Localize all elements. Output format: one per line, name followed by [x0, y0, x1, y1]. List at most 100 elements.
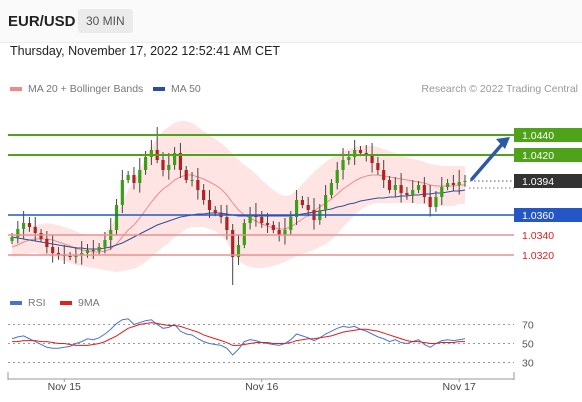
- timestamp: Thursday, November 17, 2022 12:52:41 AM …: [10, 44, 281, 58]
- candle-body: [358, 150, 363, 153]
- symbol-label: EUR/USD: [8, 13, 76, 30]
- candle-body: [39, 233, 43, 239]
- candle-body: [45, 239, 49, 247]
- top-bar: EUR/USD 30 MIN: [0, 0, 582, 43]
- candle-body: [347, 157, 351, 160]
- candle-body: [428, 197, 432, 207]
- candle-body: [196, 180, 200, 190]
- candle-body: [56, 253, 61, 255]
- candle-body: [173, 153, 177, 165]
- candle-body: [445, 183, 450, 187]
- candle-body: [190, 180, 194, 181]
- candle-body: [248, 215, 252, 223]
- candle-body: [16, 229, 20, 237]
- timeframe-button[interactable]: 30 MIN: [78, 9, 133, 33]
- candle-body: [10, 237, 14, 241]
- candle-body: [120, 180, 124, 205]
- forecast-arrow-head: [496, 137, 510, 149]
- candle-body: [353, 150, 357, 157]
- candle-body: [68, 256, 72, 257]
- x-tick-label: Nov 16: [245, 381, 278, 393]
- candle-body: [207, 200, 212, 210]
- candle-body: [399, 185, 403, 193]
- legend-rsi: RSI: [10, 297, 46, 309]
- candle-body: [422, 185, 426, 197]
- candle-body: [202, 190, 206, 200]
- candle-body: [80, 253, 84, 255]
- candle-body: [405, 193, 409, 195]
- candle-body: [236, 245, 241, 257]
- candle-body: [271, 225, 275, 230]
- candle-body: [387, 180, 392, 190]
- candle-body: [376, 163, 380, 170]
- candle-body: [213, 210, 217, 213]
- last-price-tag: [514, 174, 582, 188]
- candle-body: [294, 200, 299, 217]
- x-tick-label: Nov 17: [443, 381, 476, 393]
- candle-body: [143, 157, 148, 170]
- candle-body: [289, 217, 293, 230]
- candle-body: [265, 223, 270, 225]
- ma9-label: 9MA: [78, 297, 100, 309]
- candle-body: [324, 195, 328, 210]
- candle-body: [103, 240, 107, 247]
- resistance-tag: [514, 148, 582, 162]
- candle-body: [335, 170, 339, 183]
- candle-body: [149, 150, 153, 157]
- candle-body: [283, 230, 287, 235]
- ma20-label: MA 20 + Bollinger Bands: [28, 83, 144, 95]
- candle-body: [370, 155, 374, 163]
- candle-body: [231, 230, 235, 257]
- candle-body: [341, 160, 345, 170]
- candle-body: [451, 183, 455, 185]
- legend-ma20: MA 20 + Bollinger Bands: [10, 83, 143, 95]
- candle-body: [300, 200, 304, 205]
- candle-body: [457, 182, 461, 185]
- x-tick-label: Nov 15: [48, 381, 81, 393]
- resistance-label: 1.0440: [522, 130, 554, 142]
- candle-body: [132, 175, 136, 183]
- candle-body: [440, 187, 444, 197]
- support-label: 1.0340: [522, 230, 554, 242]
- candle-body: [91, 250, 95, 251]
- candle-body: [254, 215, 258, 217]
- resistance-tag: [514, 128, 582, 142]
- rsi-tick-label: 70: [522, 320, 534, 332]
- candle-body: [126, 175, 130, 180]
- candle-body: [242, 223, 246, 245]
- legend-ma9: 9MA: [60, 297, 100, 309]
- candle-body: [306, 205, 310, 210]
- pivot-label: 1.0360: [522, 210, 554, 222]
- rsi-label: RSI: [28, 297, 46, 309]
- candle-body: [434, 197, 438, 207]
- forecast-arrow-shaft: [470, 140, 506, 181]
- rsi-ma9-line: [12, 322, 465, 346]
- candle-body: [260, 217, 264, 223]
- candle-body: [411, 190, 415, 195]
- candle-body: [22, 223, 26, 229]
- candle-body: [74, 255, 78, 257]
- candle-body: [138, 170, 142, 183]
- ma20-swatch: [10, 87, 22, 91]
- candle-body: [178, 153, 183, 170]
- candle-body: [329, 183, 334, 195]
- candle-body: [167, 165, 171, 170]
- candle-body: [277, 230, 281, 235]
- credit-text: Research © 2022 Trading Central: [421, 83, 578, 95]
- rsi-swatch: [10, 301, 22, 305]
- candle-body: [97, 247, 101, 251]
- candle-body: [51, 247, 55, 253]
- candle-body: [225, 217, 229, 230]
- rsi-tick-label: 30: [522, 358, 534, 370]
- candle-body: [114, 205, 119, 230]
- candle-body: [161, 160, 165, 170]
- resistance-label: 1.0420: [522, 150, 554, 162]
- candle-body: [393, 185, 397, 190]
- ma50-label: MA 50: [171, 83, 201, 95]
- candle-body: [27, 223, 32, 227]
- candle-body: [33, 227, 37, 233]
- candle-body: [463, 181, 467, 182]
- candle-body: [382, 170, 386, 180]
- legend-ma50: MA 50: [153, 83, 201, 95]
